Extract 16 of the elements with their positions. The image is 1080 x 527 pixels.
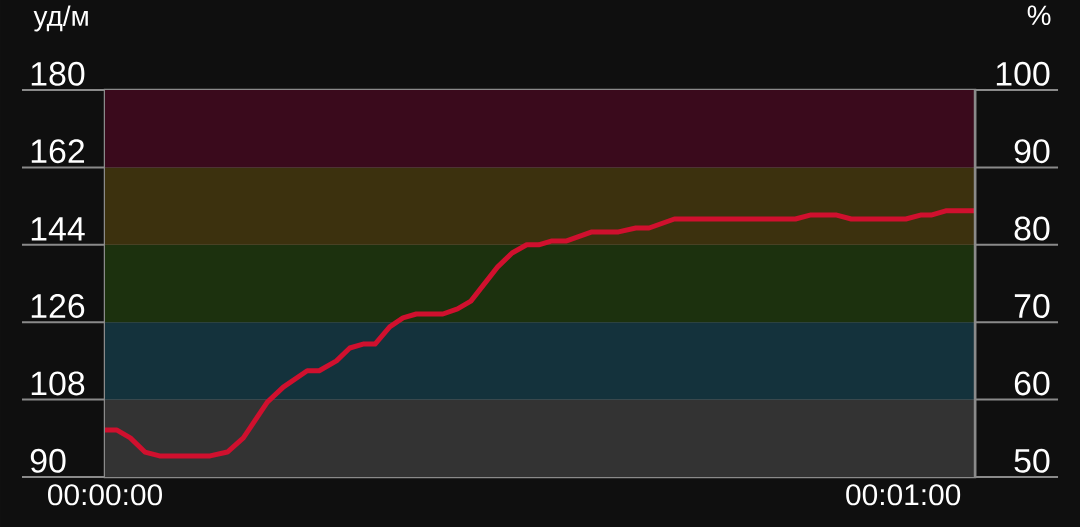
y-tick-label: 180 — [31, 61, 85, 86]
y2-tick-label: 70 — [1014, 294, 1050, 318]
y-tick-label: 144 — [31, 217, 85, 241]
y-axis-title: уд/м — [33, 5, 88, 32]
x-tick-label: 00:00:00 — [48, 484, 162, 506]
y2-tick-label: 80 — [1014, 216, 1050, 241]
y-tick-label: 90 — [30, 448, 66, 473]
y2-axis-title: % — [1027, 5, 1051, 26]
x-tick-label: 00:01:00 — [846, 484, 961, 506]
y2-tick-label: 90 — [1014, 139, 1050, 164]
y2-tick-label: 60 — [1014, 371, 1050, 396]
y2-tick-label: 100 — [996, 61, 1050, 86]
y2-tick-label: 50 — [1014, 448, 1050, 473]
y-tick-label: 108 — [31, 371, 85, 396]
y-tick-label: 126 — [31, 294, 85, 318]
y-tick-label: 162 — [31, 139, 85, 164]
